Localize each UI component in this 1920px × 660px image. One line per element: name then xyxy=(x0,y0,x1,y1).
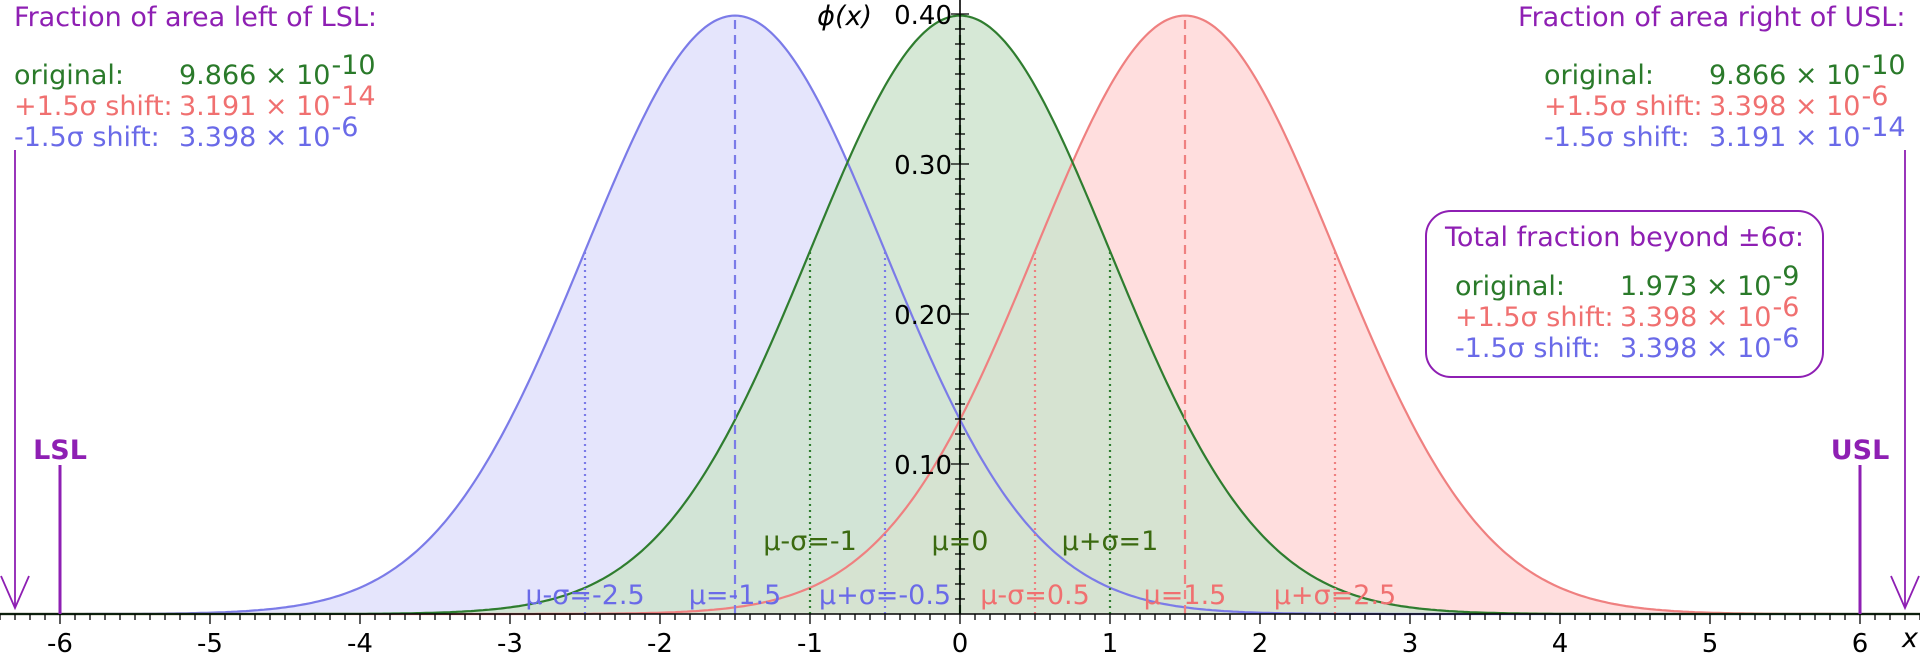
row-exponent: -6 xyxy=(1772,292,1800,323)
row-exponent: -10 xyxy=(1861,50,1906,81)
row-value: 9.866 × 10 xyxy=(179,60,331,91)
row-label: original: xyxy=(14,60,125,91)
x-tick-label: 1 xyxy=(1102,629,1119,659)
x-tick-label: 5 xyxy=(1702,629,1719,659)
x-tick-label: 2 xyxy=(1252,629,1269,659)
sigma-label-1-minus: μ-σ=0.5 xyxy=(980,580,1090,611)
edge-arrows xyxy=(0,150,1920,611)
row-value: 3.398 × 10 xyxy=(1620,302,1772,333)
row-value: 9.866 × 10 xyxy=(1709,60,1861,91)
row-value: 3.398 × 10 xyxy=(1620,333,1772,364)
total-row-plus-shift: +1.5σ shift: 3.398 × 10 -6 xyxy=(1445,292,1804,333)
x-tick-label: -4 xyxy=(347,629,373,659)
left-tail-panel: Fraction of area left of LSL: original: 9… xyxy=(14,2,377,153)
x-tick-label: 4 xyxy=(1552,629,1569,659)
row-exponent: -14 xyxy=(331,81,376,112)
y-tick-label: 0.20 xyxy=(894,301,952,331)
row-exponent: -6 xyxy=(331,112,359,143)
limit-label-usl: USL xyxy=(1831,435,1890,466)
right-panel-title: Fraction of area right of USL: xyxy=(1518,2,1906,33)
right-tail-panel: Fraction of area right of USL: original:… xyxy=(1518,2,1906,153)
edge-arrow-head-1 xyxy=(1890,575,1920,611)
row-label: +1.5σ shift: xyxy=(1544,91,1703,122)
sigma-label-1-mean: μ=1.5 xyxy=(1144,580,1227,611)
sigma-label-2-minus: μ-σ=-2.5 xyxy=(525,580,644,611)
row-label: +1.5σ shift: xyxy=(1455,302,1614,333)
x-tick-label: -6 xyxy=(47,629,73,659)
x-tick-label: 6 xyxy=(1852,629,1869,659)
y-axis-label: ϕ(x) xyxy=(817,1,872,32)
left-panel-title: Fraction of area left of LSL: xyxy=(14,2,377,33)
row-label: -1.5σ shift: xyxy=(14,122,160,153)
edge-arrow-head-0 xyxy=(0,575,30,611)
row-label: original: xyxy=(1544,60,1655,91)
spec-limits: LSL USL xyxy=(33,435,1889,614)
sigma-label-0-plus: μ+σ=1 xyxy=(1062,526,1159,557)
row-exponent: -9 xyxy=(1772,261,1800,292)
row-value: 3.398 × 10 xyxy=(179,122,331,153)
left-row-original: original: 9.866 × 10 -10 xyxy=(14,50,377,91)
limit-label-lsl: LSL xyxy=(33,435,87,466)
left-row-plus-shift: +1.5σ shift: 3.191 × 10 -14 xyxy=(14,81,377,122)
x-tick-label: -2 xyxy=(647,629,673,659)
total-row-original: original: 1.973 × 10 -9 xyxy=(1445,261,1804,302)
y-tick-label: 0.10 xyxy=(894,451,952,481)
y-tick-label: 0.30 xyxy=(894,151,952,181)
row-label: +1.5σ shift: xyxy=(14,91,173,122)
left-row-minus-shift: -1.5σ shift: 3.398 × 10 -6 xyxy=(14,112,377,153)
x-tick-label: 3 xyxy=(1402,629,1419,659)
row-label: -1.5σ shift: xyxy=(1455,333,1601,364)
row-value: 3.398 × 10 xyxy=(1709,91,1861,122)
sigma-label-2-plus: μ+σ=-0.5 xyxy=(819,580,951,611)
y-tick-label: 0.40 xyxy=(894,1,952,31)
row-label: original: xyxy=(1455,271,1566,302)
row-exponent: -14 xyxy=(1861,112,1906,143)
right-row-plus-shift: +1.5σ shift: 3.398 × 10 -6 xyxy=(1518,81,1906,122)
row-exponent: -10 xyxy=(331,50,376,81)
total-row-minus-shift: -1.5σ shift: 3.398 × 10 -6 xyxy=(1445,323,1804,364)
row-value: 1.973 × 10 xyxy=(1620,271,1772,302)
sigma-label-2-mean: μ=-1.5 xyxy=(689,580,781,611)
right-row-minus-shift: -1.5σ shift: 3.191 × 10 -14 xyxy=(1518,112,1906,153)
x-axis-label: x xyxy=(1901,623,1919,654)
row-value: 3.191 × 10 xyxy=(1709,122,1861,153)
total-fraction-box: Total fraction beyond ±6σ: original: 1.97… xyxy=(1425,210,1825,378)
sigma-label-0-mean: μ=0 xyxy=(932,526,989,557)
total-box-title: Total fraction beyond ±6σ: xyxy=(1445,222,1805,253)
x-tick-label: -1 xyxy=(797,629,823,659)
row-exponent: -6 xyxy=(1772,323,1800,354)
row-exponent: -6 xyxy=(1861,81,1889,112)
sigma-labels: μ-σ=-1 μ=0 μ+σ=1 μ-σ=0.5 μ=1.5 μ+σ=2.5 μ-σ=-2.… xyxy=(525,526,1396,611)
row-label: -1.5σ shift: xyxy=(1544,122,1690,153)
sigma-label-1-plus: μ+σ=2.5 xyxy=(1274,580,1396,611)
x-tick-label: -5 xyxy=(197,629,223,659)
row-value: 3.191 × 10 xyxy=(179,91,331,122)
x-tick-label: -3 xyxy=(497,629,523,659)
x-tick-label: 0 xyxy=(952,629,969,659)
right-row-original: original: 9.866 × 10 -10 xyxy=(1518,50,1906,91)
sigma-label-0-minus: μ-σ=-1 xyxy=(763,526,857,557)
